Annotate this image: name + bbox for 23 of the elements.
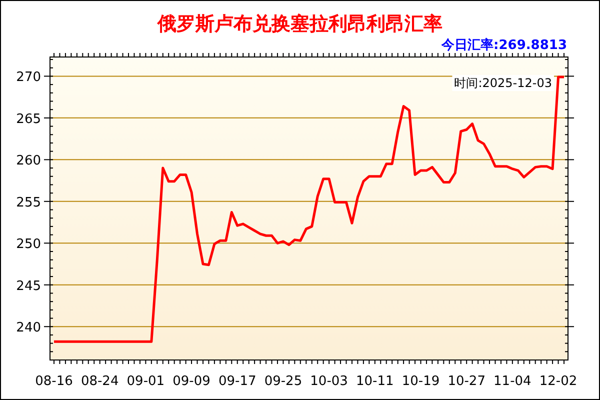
y-tick-label: 270 (16, 70, 41, 86)
line-series (52, 76, 566, 343)
x-tick-label: 10-11 (356, 374, 394, 389)
x-tick-label: 09-09 (172, 374, 210, 389)
y-tick-label: 240 (16, 320, 41, 336)
x-tick-label: 10-27 (448, 374, 486, 389)
x-tick-label: 09-01 (126, 374, 165, 389)
x-tick-label: 11-04 (494, 374, 532, 389)
chart-subtitle: 今日汇率:269.8813 (440, 37, 567, 53)
x-tick-label: 09-25 (264, 374, 302, 389)
y-tick-label: 260 (16, 154, 41, 169)
x-tick-label: 08-16 (35, 374, 73, 389)
x-tick-label: 10-03 (310, 374, 348, 389)
y-tick-label: 250 (16, 237, 41, 252)
y-tick-label: 265 (16, 112, 41, 127)
y-tick-label: 255 (16, 195, 41, 210)
y-tick-label: 245 (16, 278, 41, 294)
x-tick-label: 09-17 (218, 374, 256, 389)
chart-title: 俄罗斯卢布兑换塞拉利昂利昂汇率 (156, 13, 442, 35)
annotation: 时间:2025-12-03 (454, 76, 552, 90)
x-tick-label: 10-19 (402, 374, 440, 389)
x-tick-label: 08-24 (80, 374, 119, 389)
x-tick-label: 12-02 (539, 374, 578, 389)
